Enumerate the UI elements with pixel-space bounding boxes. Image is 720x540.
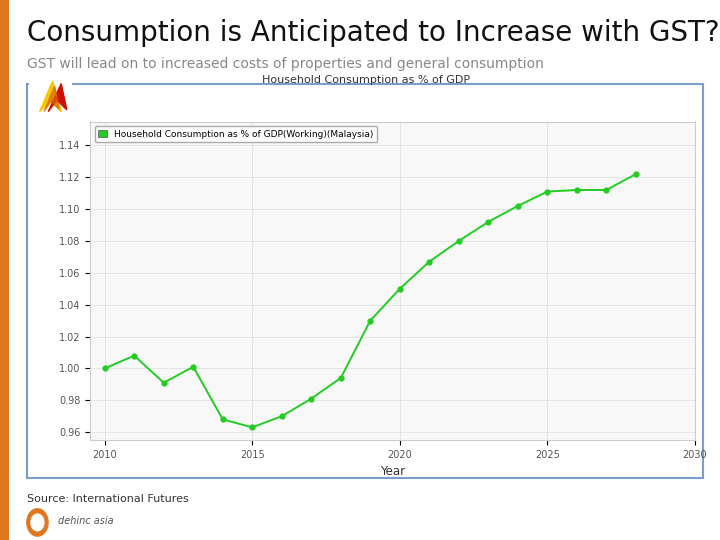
Text: Consumption is Anticipated to Increase with GST?: Consumption is Anticipated to Increase w…	[27, 19, 720, 47]
X-axis label: Year: Year	[380, 465, 405, 478]
Text: Household Consumption as % of GDP: Household Consumption as % of GDP	[261, 75, 470, 85]
Circle shape	[31, 514, 44, 531]
Circle shape	[27, 509, 48, 536]
Text: Source: International Futures: Source: International Futures	[27, 494, 189, 504]
Text: dehinc asia: dehinc asia	[58, 516, 113, 526]
Polygon shape	[48, 84, 67, 112]
Text: GST will lead on to increased costs of properties and general consumption: GST will lead on to increased costs of p…	[27, 57, 544, 71]
Polygon shape	[44, 86, 59, 112]
Polygon shape	[40, 81, 61, 112]
Legend: Household Consumption as % of GDP(Working)(Malaysia): Household Consumption as % of GDP(Workin…	[94, 126, 377, 142]
